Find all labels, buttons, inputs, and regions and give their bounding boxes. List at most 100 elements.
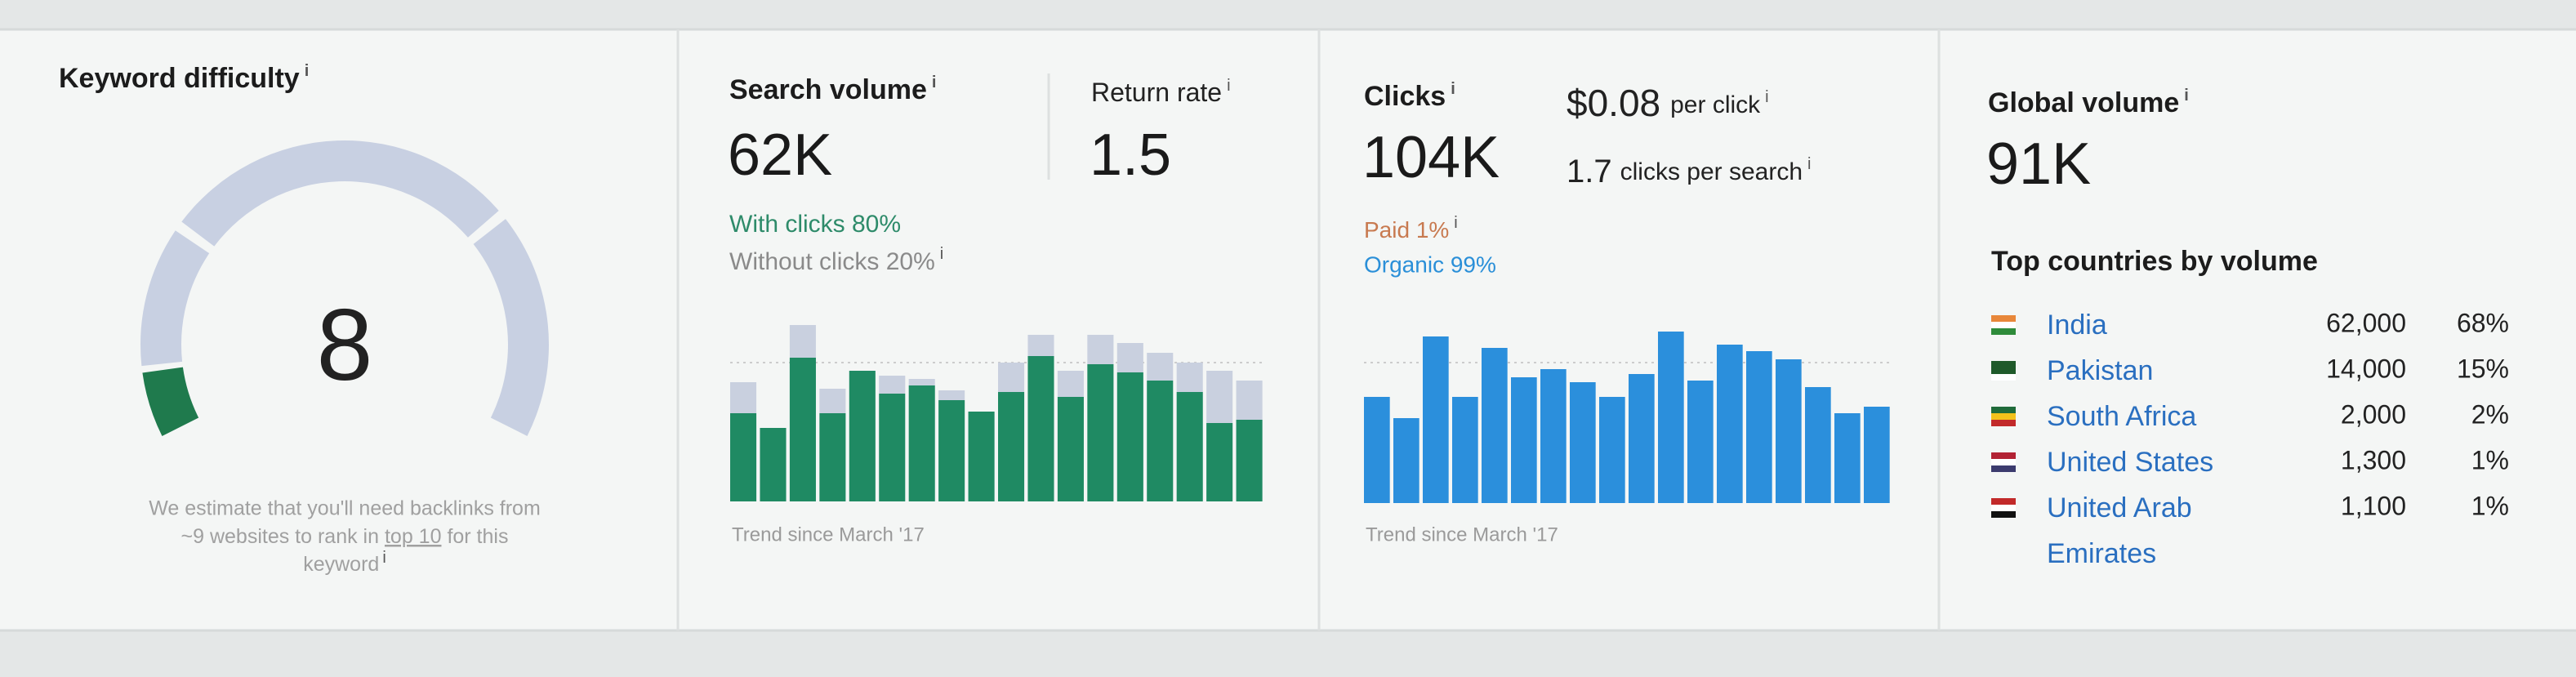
gauge-segment [473,219,550,436]
flag [1991,328,2016,335]
bar [730,413,757,501]
bar [1206,371,1233,423]
bar [789,358,816,501]
bar [1482,348,1508,503]
cpc: $0.08 per click i [1567,82,1769,124]
bar [789,325,816,358]
cps: 1.7 clicks per search i [1567,154,1811,189]
flag [1991,374,2016,381]
label: Without clicks 20% [729,248,935,275]
panel-row [0,29,2576,630]
panel-title: Clicks i [1364,80,1455,112]
country-name[interactable]: South Africa [2047,401,2197,432]
share: 68% [2457,308,2509,337]
bar [1540,369,1567,503]
bar [1423,336,1449,503]
flag [1991,413,2016,420]
bar [819,389,846,413]
bar [1452,397,1478,503]
organic: Organic 99% [1364,252,1496,277]
panel-title: Global volume i [1988,87,2189,118]
gauge-segment [140,230,210,367]
section-title: Top countries by volume [1991,246,2318,277]
bar [1027,356,1054,501]
caption: Trend since March '17 [1366,523,1558,546]
bar [1087,335,1114,364]
flag [1991,315,2016,322]
bar [908,379,935,385]
bar [1116,343,1143,372]
without-clicks: Without clicks 20% i [729,245,943,275]
value: $0.08 [1567,82,1660,124]
bar [760,428,787,501]
share: 15% [2457,354,2509,383]
country-name[interactable]: United States [2047,447,2214,478]
bar [879,376,906,394]
bar [998,392,1025,501]
score: 8 [317,289,373,402]
title: Search volume [729,74,927,105]
bar [1057,397,1084,501]
country-name[interactable]: United Arab Emirates [2047,492,2192,569]
country-name[interactable]: Pakistan [2047,355,2154,386]
bar [908,385,935,501]
metric: 62K [728,122,832,188]
bar [1147,353,1174,381]
volume: 1,300 [2341,445,2406,474]
note-line: keyword i [303,549,386,575]
bar [1236,381,1263,420]
note-line: We estimate that you'll need backlinks f… [149,497,541,520]
share: 1% [2471,491,2509,520]
info-icon: i [305,62,310,80]
volume: 2,000 [2341,399,2406,429]
metric: 104K [1362,125,1500,190]
share: 2% [2471,399,2509,429]
flag [1991,367,2016,374]
info-icon: i [940,245,943,263]
bar [1805,387,1831,503]
trend-chart [1364,332,1890,503]
bar [1393,418,1419,503]
metric: 1.5 [1090,122,1171,188]
bar [1599,397,1625,503]
info-icon: i [1807,155,1811,173]
bar [1511,377,1537,503]
link[interactable]: top 10 [385,525,442,548]
caption: Trend since March '17 [732,523,925,546]
bar [849,371,876,501]
bar [1746,351,1772,503]
flag [1991,505,2016,511]
info-icon: i [1765,88,1768,106]
gauge [140,140,550,436]
label: per click [1670,91,1761,118]
volume: 62,000 [2326,308,2406,337]
info-icon: i [2184,87,2189,105]
info-icon: i [932,73,937,91]
panel-title: Keyword difficulty i [59,62,309,94]
country-name[interactable]: India [2047,310,2107,341]
bar [1116,372,1143,501]
bar [998,363,1025,392]
gauge-segment [181,140,499,247]
bar [1364,397,1390,503]
bar [968,412,995,501]
bar [1206,423,1233,501]
note-line: ~9 websites to rank in top 10 for this [181,525,509,548]
flag [1991,498,2016,505]
bar [1087,364,1114,501]
bar [1629,374,1655,503]
label: Paid 1% [1364,217,1449,243]
flag [1991,420,2016,426]
info-icon: i [1227,77,1230,95]
bar [1658,332,1684,503]
bar [1834,413,1861,503]
bar [1687,381,1714,503]
bar [1027,335,1054,356]
info-icon: i [1451,80,1455,98]
flag [1991,465,2016,472]
panel-title: Search volume i [729,73,936,105]
label: clicks per search [1620,158,1803,185]
note-text: keyword [303,553,379,576]
bar [1864,407,1890,503]
